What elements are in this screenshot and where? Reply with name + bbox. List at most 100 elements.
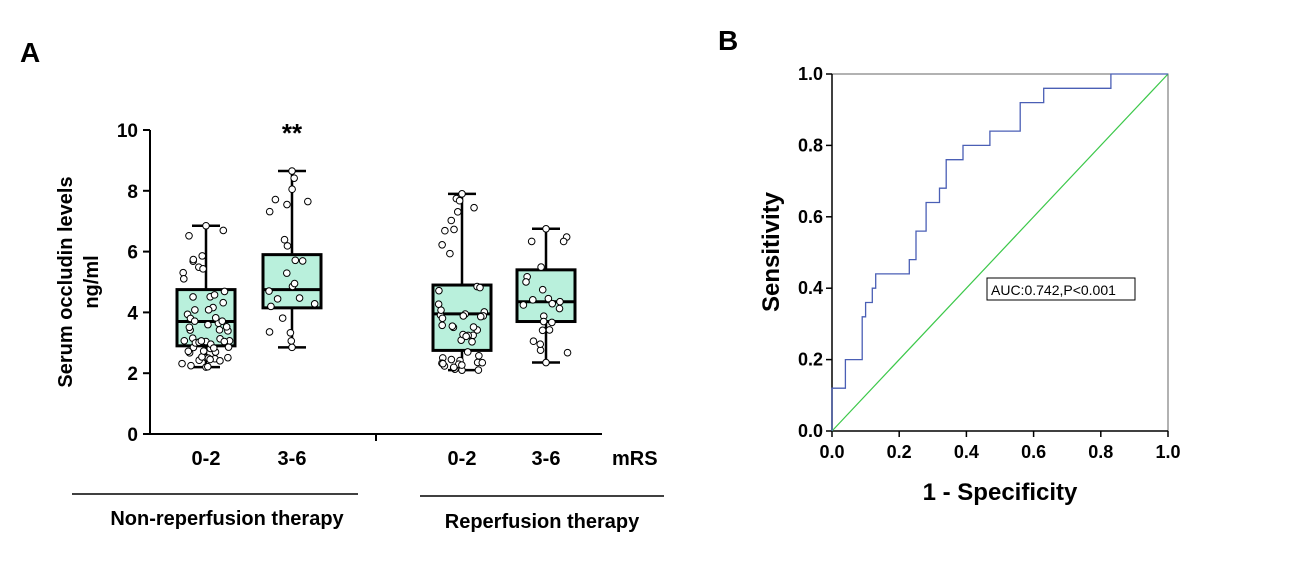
data-point xyxy=(447,355,456,364)
significance-annotation: ** xyxy=(282,118,303,148)
data-point xyxy=(441,226,449,235)
data-point xyxy=(458,190,466,198)
panel-b-x-tick-label: 0.6 xyxy=(1021,442,1046,462)
data-point xyxy=(209,344,218,352)
data-point xyxy=(191,306,199,314)
data-point xyxy=(476,283,484,292)
data-point xyxy=(563,348,572,357)
data-point xyxy=(265,287,273,295)
data-point xyxy=(198,252,207,260)
data-point xyxy=(211,314,220,322)
data-point xyxy=(435,286,443,295)
panel-a-ylabel-line1: Serum occludin levels xyxy=(55,176,77,387)
data-point xyxy=(190,317,199,325)
data-point xyxy=(224,343,233,351)
data-point xyxy=(470,203,478,212)
data-point xyxy=(439,359,447,368)
panel-b-y-tick-label: 1.0 xyxy=(798,64,823,84)
data-point xyxy=(265,207,274,216)
data-point xyxy=(537,263,545,271)
data-point xyxy=(548,299,557,308)
data-point xyxy=(206,355,214,364)
data-point xyxy=(189,293,197,301)
data-point xyxy=(475,351,483,360)
box-3: 0-2 xyxy=(431,190,493,470)
data-point xyxy=(539,317,548,326)
data-point xyxy=(556,297,564,306)
panel-a-y-ticks: 0 2 4 6 8 10 xyxy=(117,121,150,446)
group-label-reperfusion: Reperfusion therapy xyxy=(445,511,640,533)
panel-b-y-tick-label: 0.8 xyxy=(798,135,823,155)
data-point xyxy=(220,287,229,296)
data-point xyxy=(542,358,550,367)
data-point xyxy=(283,242,292,250)
data-point xyxy=(478,358,487,367)
data-point xyxy=(455,196,464,205)
panel-a-y-tick-label: 4 xyxy=(127,303,138,324)
data-point xyxy=(283,200,291,209)
data-point xyxy=(528,296,537,304)
panel-a-y-tick-label: 0 xyxy=(127,425,138,446)
panel-b-x-tick-label: 0.8 xyxy=(1088,442,1113,462)
data-point xyxy=(458,361,466,369)
panel-b-ticks: 0.0 0.2 0.4 0.6 0.8 1.0 0.0 0.2 0.4 0.6 0.8 1.0 xyxy=(798,64,1181,462)
data-point xyxy=(204,306,213,314)
data-point xyxy=(463,348,472,356)
data-point xyxy=(555,304,564,313)
data-point xyxy=(474,366,483,374)
panel-b-y-tick-label: 0.4 xyxy=(798,278,823,298)
panel-a-boxes: 0-2 3-6 0-2 3-6 xyxy=(175,167,577,470)
data-point xyxy=(187,361,195,370)
mrs-axis-title: mRS xyxy=(612,448,658,470)
data-point xyxy=(215,326,224,334)
data-point xyxy=(280,235,289,244)
data-point xyxy=(536,340,545,348)
auc-annotation-box xyxy=(986,277,1136,301)
data-point xyxy=(219,226,228,235)
category-label: 0-2 xyxy=(448,448,477,470)
data-point xyxy=(222,323,231,331)
category-label: 0-2 xyxy=(192,448,221,470)
data-point xyxy=(310,300,319,308)
data-point xyxy=(290,174,298,182)
data-point xyxy=(438,321,446,330)
data-point xyxy=(290,279,299,288)
data-point xyxy=(189,255,198,264)
data-point xyxy=(179,268,187,277)
data-point xyxy=(197,337,206,345)
data-point xyxy=(542,225,550,233)
data-point xyxy=(295,294,304,302)
panel-b-y-tick-label: 0.6 xyxy=(798,207,823,227)
data-point xyxy=(459,312,468,320)
data-point xyxy=(219,298,228,307)
data-point xyxy=(288,167,296,175)
data-point xyxy=(446,249,454,258)
data-point xyxy=(288,343,296,352)
data-point xyxy=(559,237,568,246)
reference-diagonal-line xyxy=(831,73,1169,432)
data-point xyxy=(449,363,458,372)
data-point xyxy=(271,195,280,204)
data-point xyxy=(434,300,443,308)
data-point xyxy=(199,265,207,273)
data-point xyxy=(448,322,457,330)
box-1: 0-2 xyxy=(175,221,237,470)
data-point xyxy=(538,326,547,335)
panel-b-x-tick-label: 0.0 xyxy=(819,442,844,462)
data-point xyxy=(462,332,470,341)
data-point xyxy=(544,294,553,303)
data-point xyxy=(282,269,291,277)
data-point xyxy=(278,314,287,322)
data-point xyxy=(298,257,307,265)
panel-b-ylabel: Sensitivity xyxy=(758,191,785,312)
data-point xyxy=(548,318,556,327)
data-point xyxy=(527,237,536,246)
data-point xyxy=(438,314,447,323)
panel-a-label: A xyxy=(20,37,40,68)
category-label: 3-6 xyxy=(532,448,561,470)
data-point xyxy=(447,216,456,225)
box-2: 3-6 xyxy=(261,167,323,470)
data-point xyxy=(450,225,458,234)
data-point xyxy=(291,256,300,265)
